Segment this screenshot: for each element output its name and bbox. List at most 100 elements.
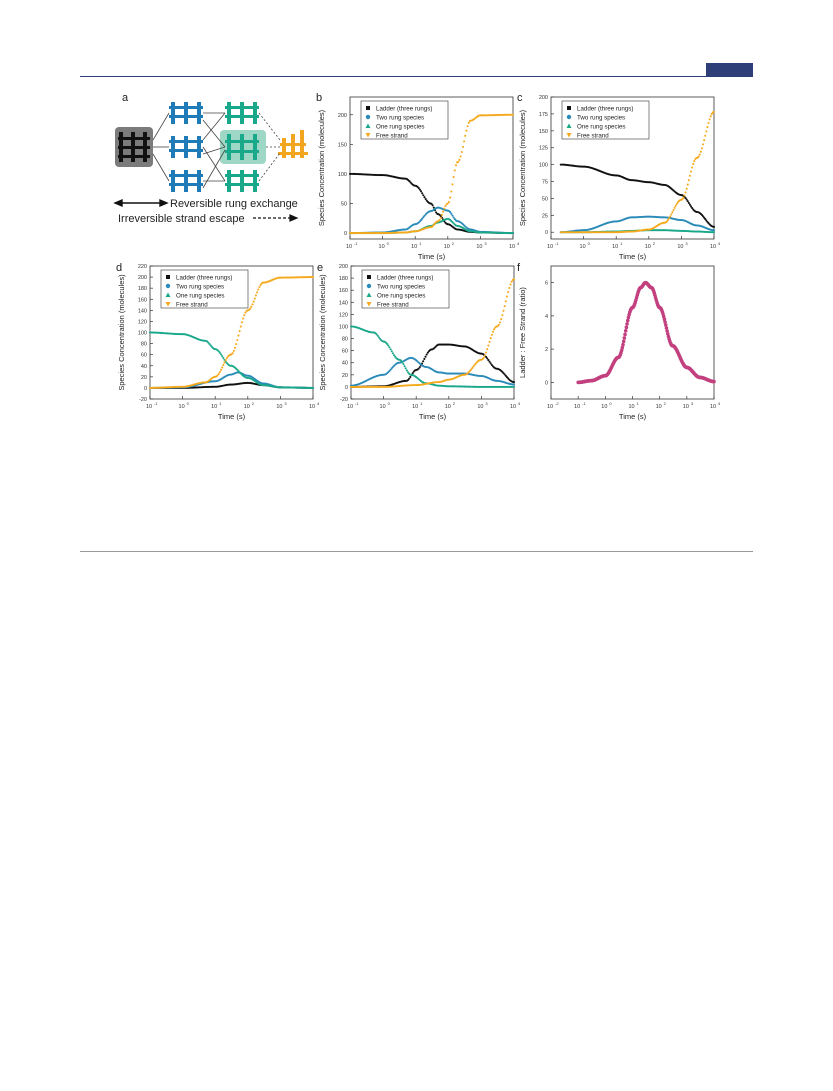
y-tick-label: 6 xyxy=(545,281,548,287)
series-1 xyxy=(559,163,716,228)
data-point xyxy=(208,342,211,345)
data-point xyxy=(254,294,257,297)
data-point xyxy=(419,219,423,222)
data-point xyxy=(389,348,392,351)
data-point xyxy=(451,214,454,217)
legend-label: Ladder (three rungs) xyxy=(376,105,432,112)
x-tick-label: 10 xyxy=(445,404,451,410)
data-point xyxy=(661,314,666,319)
data-point xyxy=(417,367,420,370)
legend-marker-triangle-down xyxy=(566,133,572,138)
data-point xyxy=(449,211,452,214)
data-point xyxy=(511,232,515,235)
y-tick-label: 40 xyxy=(342,361,348,367)
data-point xyxy=(465,129,468,132)
data-point xyxy=(411,372,414,375)
data-point xyxy=(438,218,441,221)
data-point xyxy=(704,218,707,221)
y-tick-label: 0 xyxy=(545,380,548,386)
data-point xyxy=(512,278,516,281)
data-point xyxy=(250,305,253,308)
data-point xyxy=(671,211,674,214)
data-point xyxy=(689,170,693,173)
x-tick-label: 10 xyxy=(346,244,352,250)
figure: a xyxy=(113,92,721,421)
x-tick-label: 10 xyxy=(683,404,689,410)
x-tick-exponent: 1 xyxy=(637,401,640,406)
data-point xyxy=(222,363,225,367)
x-tick-label: 10 xyxy=(179,404,185,410)
data-point xyxy=(393,354,396,357)
y-tick-label: 200 xyxy=(138,275,147,281)
data-point xyxy=(404,367,407,370)
legend-marker-triangle-down xyxy=(165,302,171,307)
data-point xyxy=(704,134,707,137)
data-point xyxy=(418,188,421,191)
chart-c: c025507510012515017520010-11001011021031… xyxy=(517,92,721,261)
data-point xyxy=(619,348,624,353)
data-point xyxy=(670,213,673,216)
legend-box xyxy=(160,269,249,309)
data-point xyxy=(505,295,509,298)
data-point xyxy=(708,118,711,121)
legend-marker-triangle xyxy=(165,292,171,297)
figure-bottom-divider xyxy=(80,551,753,552)
data-point xyxy=(663,320,667,324)
data-point xyxy=(675,202,678,205)
data-point xyxy=(419,190,423,193)
y-tick-label: 120 xyxy=(138,319,147,325)
x-tick-label: 10 xyxy=(276,404,282,410)
data-point xyxy=(458,158,461,161)
x-tick-label: 10 xyxy=(146,404,152,410)
data-point xyxy=(705,130,708,133)
y-tick-label: 80 xyxy=(342,337,348,343)
data-point xyxy=(421,217,424,220)
data-point xyxy=(669,215,672,218)
legend-marker-triangle-down xyxy=(365,133,371,138)
data-point xyxy=(221,355,224,358)
y-axis-label: Ladder : Free Strand (ratio) xyxy=(518,287,527,378)
y-tick-label: 160 xyxy=(138,297,147,303)
exchange-arrows xyxy=(152,112,281,189)
x-tick-label: 10 xyxy=(444,244,450,250)
data-point xyxy=(394,355,397,358)
x-axis-label: Time (s) xyxy=(419,412,447,421)
y-tick-label: 50 xyxy=(341,202,347,208)
chart-e: e-2002040608010012014016018020010-110010… xyxy=(317,262,521,421)
data-point xyxy=(387,344,390,347)
y-tick-label: 150 xyxy=(338,142,347,148)
data-point xyxy=(224,359,227,362)
y-tick-label: -20 xyxy=(340,397,348,403)
data-point xyxy=(686,183,689,186)
x-tick-label: 10 xyxy=(509,244,515,250)
x-tick-exponent: 1 xyxy=(420,401,423,406)
data-point xyxy=(450,190,453,193)
series-4 xyxy=(559,110,716,234)
data-point xyxy=(712,229,716,232)
x-tick-label: 10 xyxy=(510,404,516,410)
data-point xyxy=(451,183,454,186)
data-point xyxy=(685,187,688,190)
y-tick-label: 0 xyxy=(345,385,348,391)
data-point xyxy=(311,386,315,389)
data-point xyxy=(693,160,696,163)
data-point xyxy=(487,344,490,347)
data-point xyxy=(682,196,685,199)
y-tick-label: 25 xyxy=(542,213,548,219)
x-tick-label: 10 xyxy=(547,244,553,250)
y-tick-label: 200 xyxy=(539,95,548,101)
x-tick-label: 10 xyxy=(211,404,217,410)
x-tick-exponent: -2 xyxy=(555,401,559,406)
x-tick-exponent: 4 xyxy=(317,401,320,406)
legend-marker-triangle-down xyxy=(366,302,372,307)
y-tick-label: 4 xyxy=(545,314,548,320)
series-2 xyxy=(348,206,515,235)
data-point xyxy=(461,145,464,148)
data-point xyxy=(501,314,504,317)
y-tick-label: 120 xyxy=(339,312,348,318)
panel-a-label: a xyxy=(122,92,129,104)
series-4 xyxy=(148,276,315,389)
header-rule xyxy=(80,76,753,77)
